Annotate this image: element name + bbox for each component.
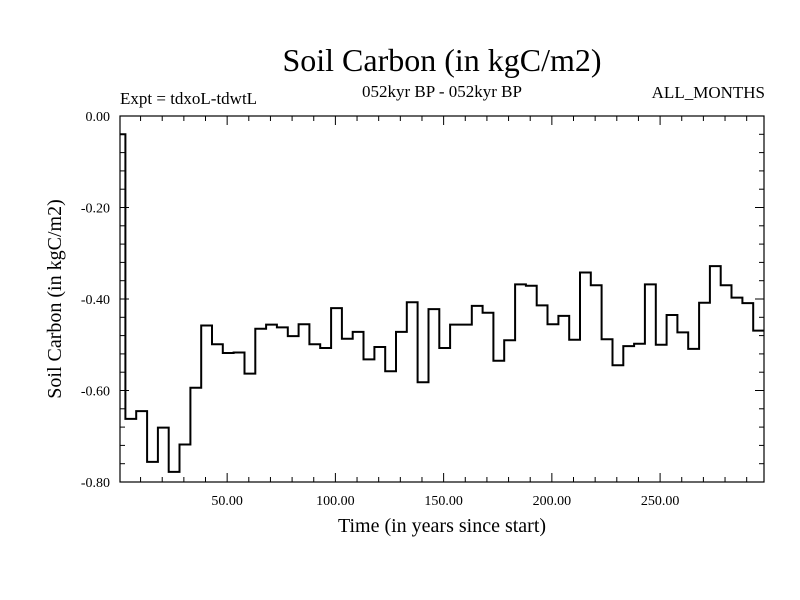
- experiment-label: Expt = tdxoL-tdwtL: [120, 89, 258, 108]
- x-tick-label: 200.00: [533, 494, 572, 509]
- x-axis-title: Time (in years since start): [338, 515, 546, 537]
- y-tick-label: -0.40: [81, 293, 110, 308]
- y-tick-label: 0.00: [86, 110, 111, 125]
- x-tick-label: 50.00: [211, 494, 243, 509]
- y-tick-label: -0.60: [81, 385, 110, 400]
- y-tick-label: -0.20: [81, 202, 110, 217]
- x-tick-label: 250.00: [641, 494, 680, 509]
- y-axis-title: Soil Carbon (in kgC/m2): [44, 199, 66, 398]
- period-label: 052kyr BP - 052kyr BP: [362, 82, 522, 101]
- x-axis-ticks: 50.00 100.00 150.00 200.00 250.00: [140, 116, 748, 509]
- y-axis-ticks: 0.00 -0.20 -0.40 -0.60 -0.80: [81, 110, 764, 491]
- series-line: [120, 133, 764, 473]
- plot-frame: [119, 115, 765, 483]
- chart-title: Soil Carbon (in kgC/m2): [282, 42, 602, 78]
- y-tick-label: -0.80: [81, 476, 110, 491]
- x-tick-label: 150.00: [424, 494, 463, 509]
- months-label: ALL_MONTHS: [651, 83, 765, 102]
- x-tick-label: 100.00: [316, 494, 355, 509]
